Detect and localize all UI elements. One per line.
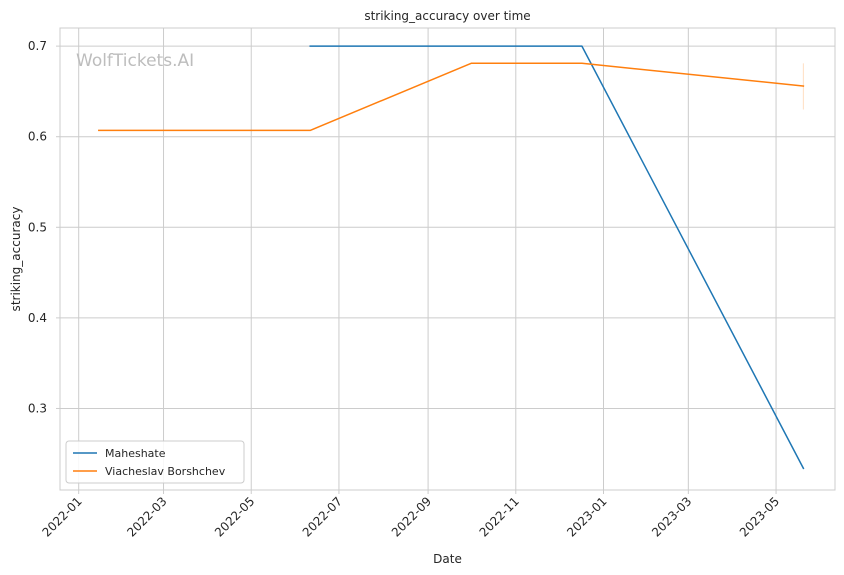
tick-marks (56, 45, 777, 494)
x-tick-label: 2023-01 (564, 494, 609, 539)
plot-area-frame (59, 27, 836, 491)
y-tick-label: 0.7 (28, 39, 47, 53)
legend-label-2: Viacheslav Borshchev (105, 465, 226, 478)
series-layer (98, 45, 805, 470)
y-axis-title: striking_accuracy (9, 207, 23, 312)
watermark-text: WolfTickets.AI (76, 51, 194, 71)
x-tick-label: 2022-09 (389, 494, 434, 539)
x-tick-label: 2022-05 (212, 494, 257, 539)
y-tick-label: 0.3 (28, 401, 47, 415)
x-tick-label: 2022-11 (477, 494, 522, 539)
series-line-1 (309, 45, 805, 470)
y-tick-label: 0.5 (28, 220, 47, 234)
legend-label-1: Maheshate (105, 447, 166, 460)
x-tick-label: 2023-03 (649, 494, 694, 539)
chart-title: striking_accuracy over time (364, 9, 530, 23)
legend-box (65, 440, 245, 484)
grid-lines (60, 28, 835, 490)
x-axis-title: Date (433, 552, 462, 566)
y-tick-label: 0.4 (28, 311, 47, 325)
legend: Maheshate Viacheslav Borshchev (65, 440, 245, 484)
y-tick-label: 0.6 (28, 130, 47, 144)
x-tick-label: 2022-03 (124, 494, 169, 539)
x-tick-label: 2023-05 (737, 494, 782, 539)
series-line-2 (98, 62, 805, 132)
x-tick-label: 2022-01 (39, 494, 84, 539)
x-tick-label: 2022-07 (300, 494, 345, 539)
